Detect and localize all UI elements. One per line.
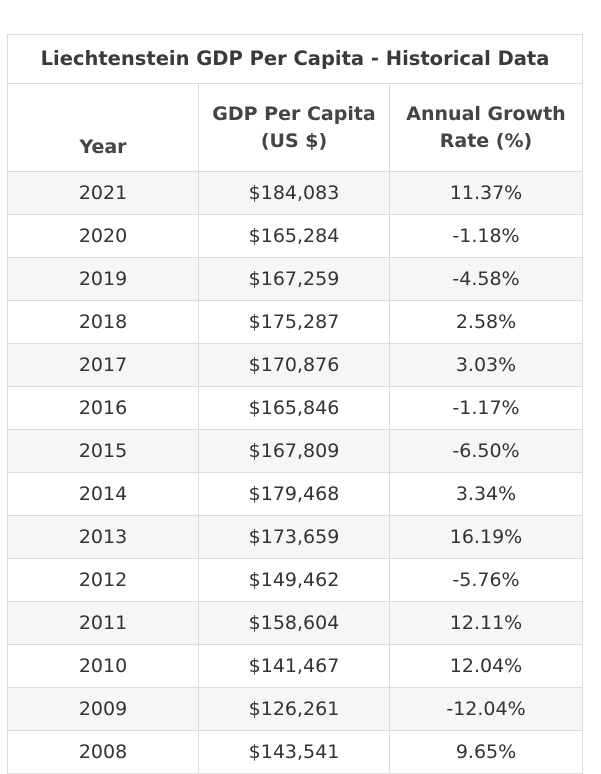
- cell-gdp-per-capita: $126,261: [198, 687, 390, 731]
- cell-year: 2011: [7, 601, 199, 645]
- table-title: Liechtenstein GDP Per Capita - Historica…: [7, 34, 583, 83]
- cell-gdp-per-capita: $165,846: [198, 386, 390, 430]
- cell-gdp-per-capita: $170,876: [198, 343, 390, 387]
- cell-growth-rate: -6.50%: [389, 429, 583, 473]
- cell-growth-rate: -4.58%: [389, 257, 583, 301]
- cell-gdp-per-capita: $173,659: [198, 515, 390, 559]
- growth-header-line2: Rate (%): [439, 129, 533, 152]
- cell-year: 2021: [7, 171, 199, 215]
- table-row: 2018 $175,287 2.58%: [7, 300, 583, 344]
- table-row: 2021 $184,083 11.37%: [7, 171, 583, 215]
- cell-growth-rate: -1.18%: [389, 214, 583, 258]
- cell-gdp-per-capita: $143,541: [198, 730, 390, 774]
- cell-gdp-per-capita: $167,809: [198, 429, 390, 473]
- table-row: 2017 $170,876 3.03%: [7, 343, 583, 387]
- table-row: 2014 $179,468 3.34%: [7, 472, 583, 516]
- cell-year: 2010: [7, 644, 199, 688]
- growth-header-line1: Annual Growth: [406, 102, 566, 125]
- cell-year: 2016: [7, 386, 199, 430]
- column-header-gdp: GDP Per Capita (US $): [198, 83, 390, 172]
- cell-growth-rate: -5.76%: [389, 558, 583, 602]
- gdp-header-line1: GDP Per Capita: [212, 102, 376, 125]
- cell-year: 2019: [7, 257, 199, 301]
- table-row: 2010 $141,467 12.04%: [7, 644, 583, 688]
- table-row: 2012 $149,462 -5.76%: [7, 558, 583, 602]
- cell-growth-rate: 16.19%: [389, 515, 583, 559]
- cell-year: 2020: [7, 214, 199, 258]
- cell-growth-rate: 3.34%: [389, 472, 583, 516]
- cell-year: 2018: [7, 300, 199, 344]
- cell-year: 2017: [7, 343, 199, 387]
- header-row: Year GDP Per Capita (US $) Annual Growth…: [7, 83, 583, 172]
- cell-gdp-per-capita: $184,083: [198, 171, 390, 215]
- cell-year: 2012: [7, 558, 199, 602]
- table-row: 2016 $165,846 -1.17%: [7, 386, 583, 430]
- table-row: 2020 $165,284 -1.18%: [7, 214, 583, 258]
- cell-gdp-per-capita: $175,287: [198, 300, 390, 344]
- cell-gdp-per-capita: $158,604: [198, 601, 390, 645]
- table-row: 2011 $158,604 12.11%: [7, 601, 583, 645]
- column-header-growth: Annual Growth Rate (%): [389, 83, 583, 172]
- table-row: 2015 $167,809 -6.50%: [7, 429, 583, 473]
- gdp-table-container: Liechtenstein GDP Per Capita - Historica…: [7, 34, 583, 774]
- cell-growth-rate: 2.58%: [389, 300, 583, 344]
- cell-growth-rate: 12.11%: [389, 601, 583, 645]
- cell-growth-rate: 12.04%: [389, 644, 583, 688]
- cell-year: 2015: [7, 429, 199, 473]
- cell-gdp-per-capita: $141,467: [198, 644, 390, 688]
- column-header-year: Year: [7, 83, 199, 172]
- cell-year: 2008: [7, 730, 199, 774]
- cell-gdp-per-capita: $165,284: [198, 214, 390, 258]
- table-header: Year GDP Per Capita (US $) Annual Growth…: [7, 83, 583, 172]
- year-header-label: Year: [79, 136, 127, 158]
- cell-growth-rate: -12.04%: [389, 687, 583, 731]
- table-row: 2013 $173,659 16.19%: [7, 515, 583, 559]
- cell-gdp-per-capita: $149,462: [198, 558, 390, 602]
- gdp-per-capita-table: Liechtenstein GDP Per Capita - Historica…: [7, 34, 583, 774]
- cell-year: 2009: [7, 687, 199, 731]
- cell-gdp-per-capita: $167,259: [198, 257, 390, 301]
- table-row: 2019 $167,259 -4.58%: [7, 257, 583, 301]
- cell-growth-rate: 3.03%: [389, 343, 583, 387]
- table-row: 2009 $126,261 -12.04%: [7, 687, 583, 731]
- cell-year: 2014: [7, 472, 199, 516]
- cell-growth-rate: -1.17%: [389, 386, 583, 430]
- cell-year: 2013: [7, 515, 199, 559]
- cell-growth-rate: 11.37%: [389, 171, 583, 215]
- cell-growth-rate: 9.65%: [389, 730, 583, 774]
- table-body: 2021 $184,083 11.37% 2020 $165,284 -1.18% 2019…: [7, 171, 583, 774]
- gdp-header-line2: (US $): [260, 129, 328, 152]
- table-row: 2008 $143,541 9.65%: [7, 730, 583, 774]
- cell-gdp-per-capita: $179,468: [198, 472, 390, 516]
